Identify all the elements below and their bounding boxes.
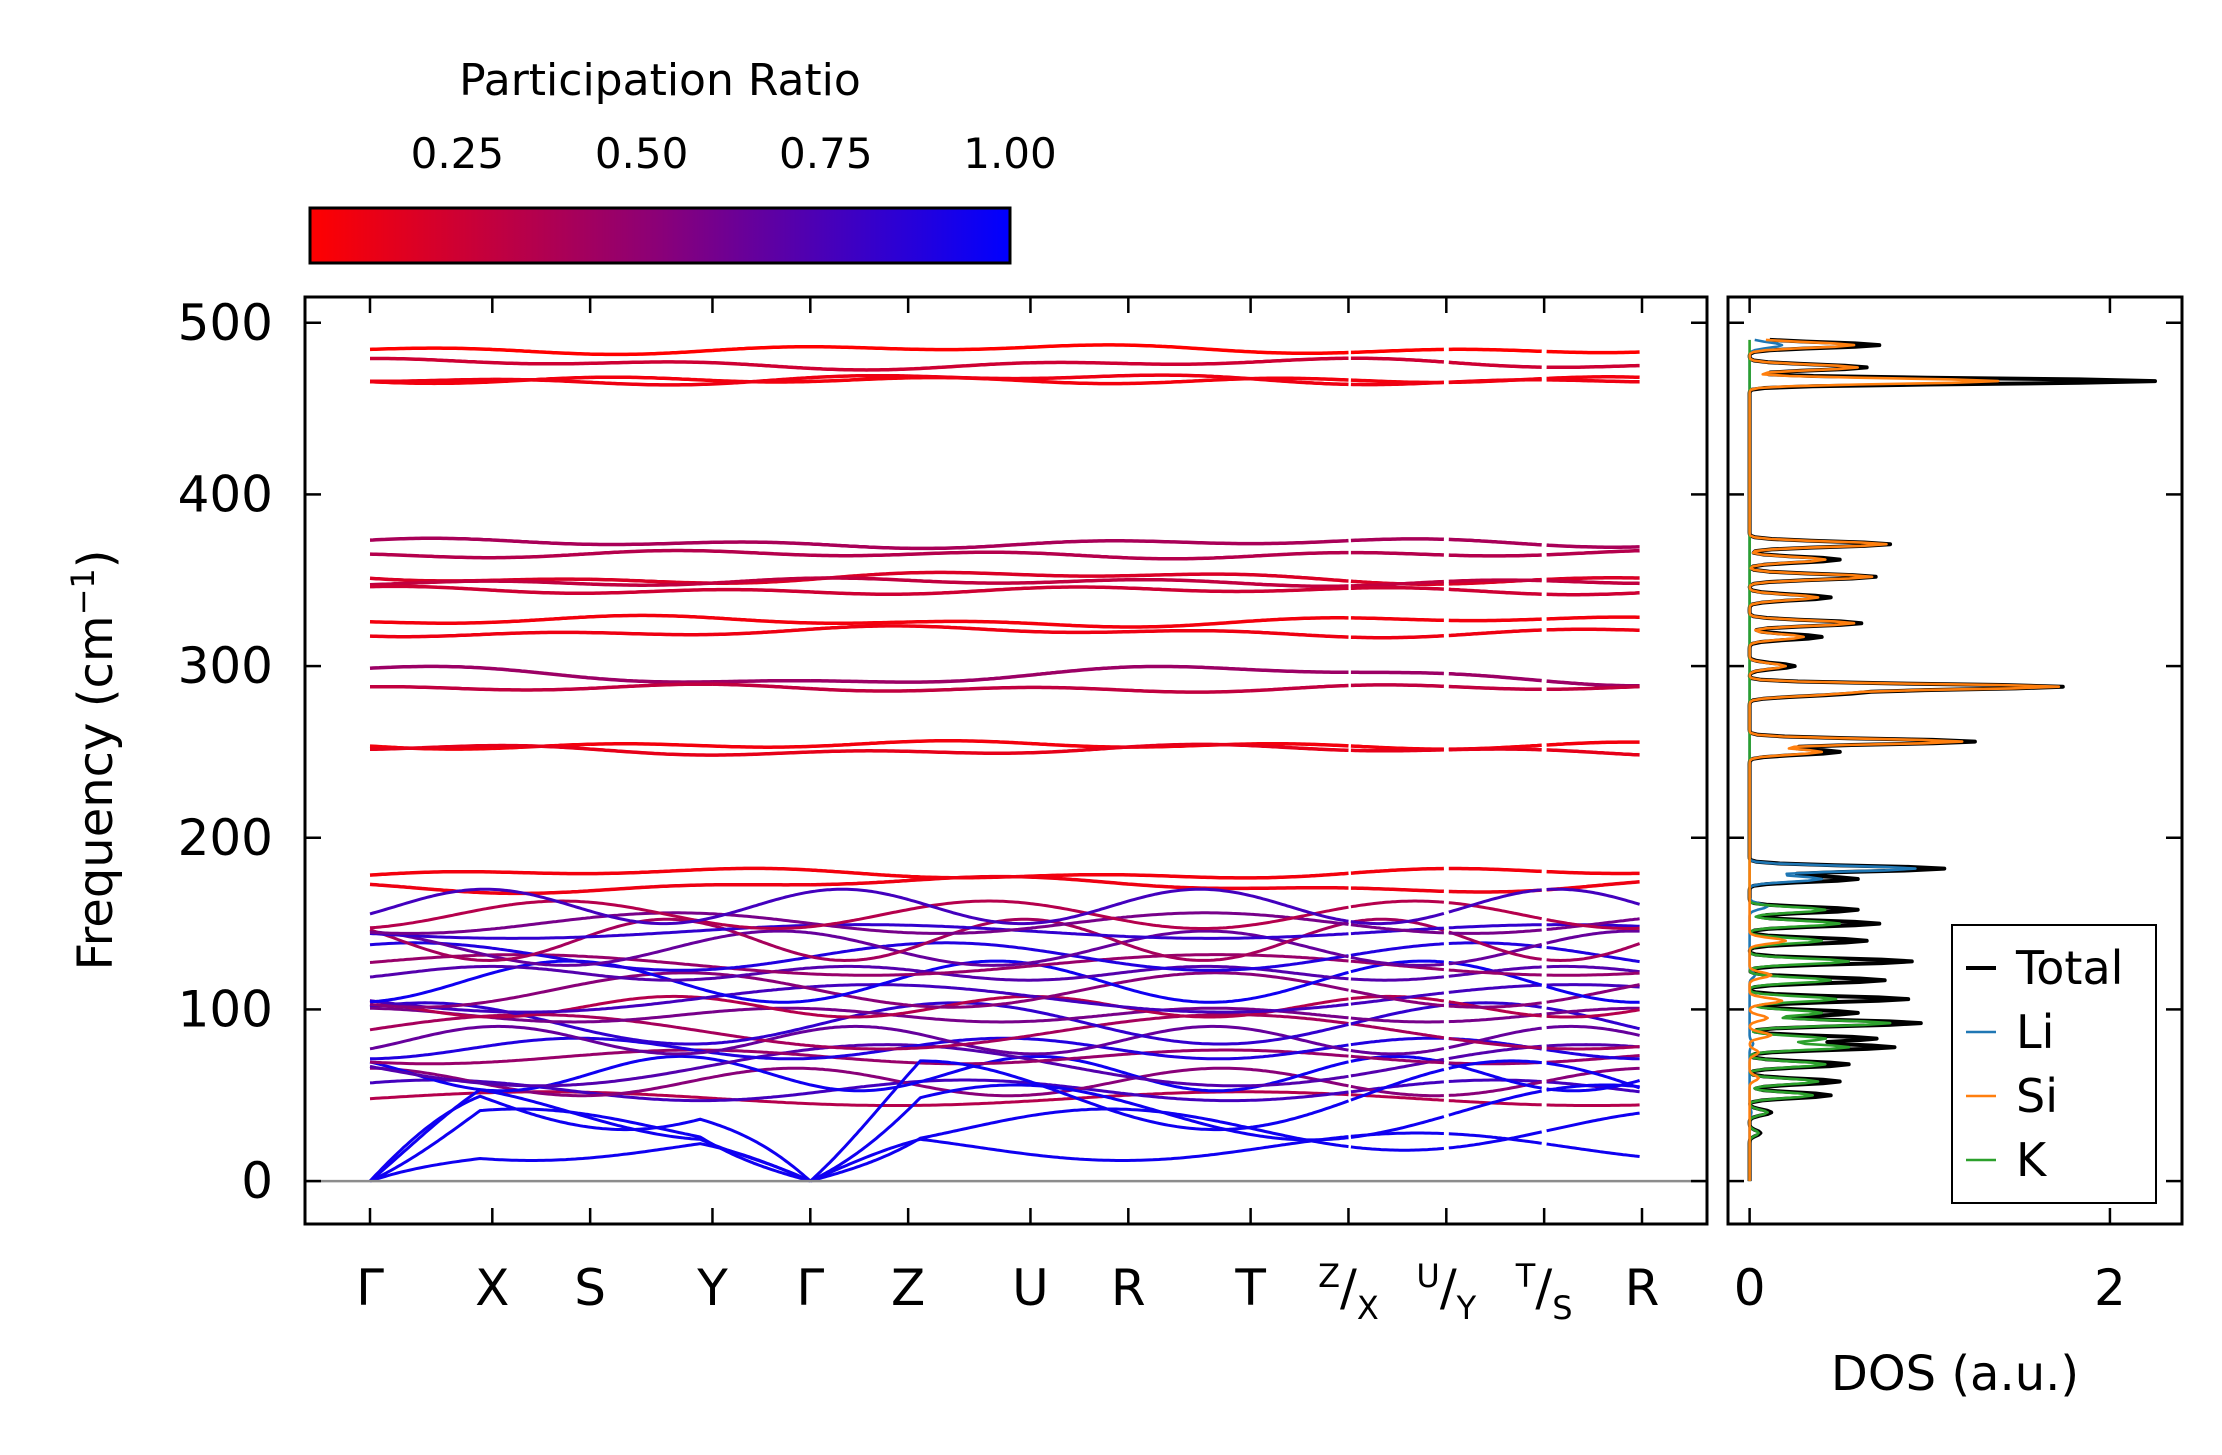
ylabel-sup: −1	[64, 568, 102, 615]
dos-curve-li	[1748, 338, 1917, 1182]
band-structure-panel: Γ X S Y Γ Z U R T Z/X U/Y T/S R 0 100 200 300 400 500 Fre…	[64, 294, 1709, 1327]
main-x-tick-label: Γ	[356, 1259, 384, 1317]
main-x-tick-label: R	[1625, 1259, 1660, 1317]
optical-band	[369, 548, 1640, 561]
main-x-tick-label: S	[574, 1259, 606, 1317]
main-y-tick-label: 500	[178, 294, 273, 352]
main-y-ticks: 0 100 200 300 400 500	[178, 294, 1707, 1210]
low-frequency-band	[369, 964, 1640, 982]
low-frequency-band	[369, 994, 1640, 1019]
low-frequency-band	[369, 1024, 1640, 1056]
main-y-axis-label: Frequency (cm−1)	[64, 549, 124, 970]
low-frequency-band	[369, 1036, 1640, 1061]
optical-band	[369, 536, 1640, 551]
ylabel-close: )	[68, 549, 124, 568]
colorbar-ticks: 0.25 0.50 0.75 1.00	[411, 129, 1057, 263]
low-frequency-band	[369, 1013, 1640, 1051]
optical-band	[369, 624, 1640, 640]
main-x-tick-label: Y	[696, 1259, 728, 1317]
acoustic-band	[369, 1131, 1640, 1183]
main-x-tick-label: R	[1111, 1259, 1146, 1317]
optical-band	[370, 584, 1640, 597]
main-x-tick-label: X	[475, 1259, 509, 1317]
dos-legend: Total Li Si K	[1951, 924, 2157, 1204]
main-x-tick-label: T	[1234, 1259, 1266, 1317]
main-y-tick-label: 400	[178, 465, 273, 523]
main-x-tick-label: U/Y	[1416, 1257, 1476, 1327]
optical-band	[369, 874, 1640, 896]
dos-axes-frame	[1726, 295, 2184, 1226]
optical-band	[370, 742, 1640, 757]
low-frequency-band	[369, 911, 1640, 935]
acoustic-band	[368, 1059, 1641, 1183]
acoustic-band	[369, 1083, 1640, 1183]
low-frequency-band	[369, 941, 1640, 972]
optical-band	[369, 576, 1640, 588]
legend-label: Total	[2015, 941, 2123, 995]
main-y-tick-label: 300	[178, 637, 273, 695]
optical-band	[370, 373, 1640, 387]
optical-band	[370, 356, 1640, 372]
main-x-tick-label: Z	[891, 1259, 925, 1317]
main-x-tick-label: T/S	[1515, 1257, 1573, 1327]
dos-x-tick-label: 0	[1734, 1259, 1766, 1317]
low-frequency-band	[369, 929, 1640, 967]
optical-band	[369, 664, 1640, 688]
band-lines	[368, 343, 1641, 1183]
main-x-tick-label: Γ	[796, 1259, 824, 1317]
legend-label: K	[2016, 1133, 2048, 1187]
acoustic-band	[369, 1107, 1640, 1183]
optical-band	[369, 343, 1640, 357]
colorbar-tick-label: 0.50	[595, 129, 689, 178]
main-y-tick-label: 100	[178, 980, 273, 1038]
colorbar-tick-label: 1.00	[963, 129, 1057, 178]
low-frequency-band	[369, 899, 1640, 930]
low-frequency-band	[369, 1043, 1640, 1088]
optical-band	[369, 613, 1640, 629]
legend-box	[1951, 924, 2157, 1204]
main-x-tick-label: U	[1012, 1259, 1049, 1317]
dos-curve-k	[1748, 339, 1892, 1182]
colorbar-bar	[308, 206, 1012, 265]
dos-x-axis-label: DOS (a.u.)	[1831, 1346, 2079, 1402]
main-y-tick-label: 0	[241, 1152, 273, 1210]
colorbar-tick-label: 0.25	[411, 129, 505, 178]
colorbar: Participation Ratio 0.25 0.50 0.75 1.00	[308, 55, 1057, 265]
colorbar-title: Participation Ratio	[459, 55, 861, 106]
legend-label: Si	[2016, 1069, 2058, 1123]
legend-label: Li	[2016, 1005, 2054, 1059]
main-x-tick-label: Z/X	[1318, 1257, 1379, 1327]
dos-curve-si	[1748, 338, 2061, 1182]
dos-y-ticks	[1728, 321, 2182, 1183]
main-x-ticks: Γ X S Y Γ Z U R T Z/X U/Y T/S R	[356, 297, 1659, 1327]
colorbar-tick-label: 0.75	[779, 129, 873, 178]
low-frequency-band	[369, 887, 1641, 926]
optical-band	[370, 682, 1640, 694]
ylabel-main: Frequency (cm	[68, 615, 124, 970]
dos-x-tick-label: 2	[2094, 1259, 2126, 1317]
dos-curves	[1747, 337, 2157, 1182]
main-y-tick-label: 200	[178, 809, 273, 867]
main-axes-frame	[303, 295, 1709, 1226]
